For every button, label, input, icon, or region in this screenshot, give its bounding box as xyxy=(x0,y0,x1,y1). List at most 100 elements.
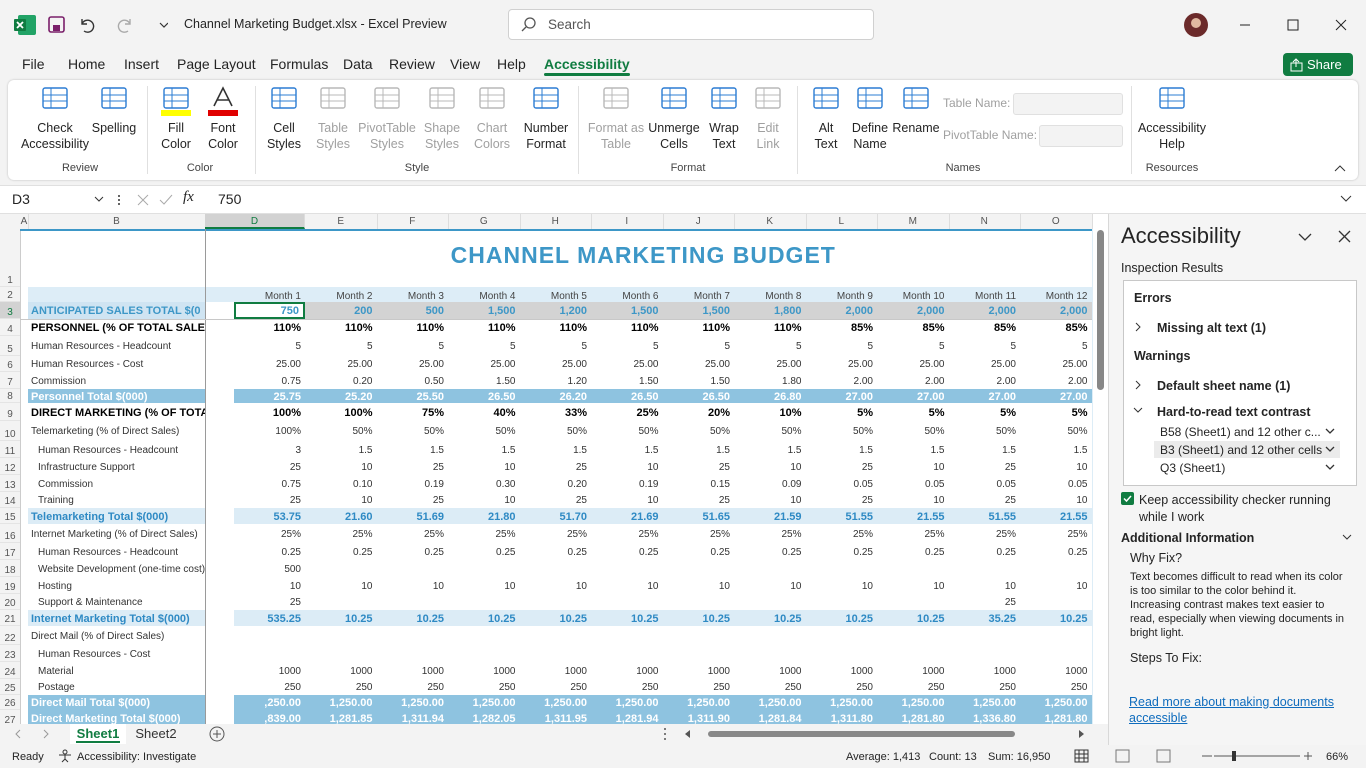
cell[interactable] xyxy=(877,594,949,610)
cell[interactable] xyxy=(377,560,449,577)
cell[interactable]: 51.55 xyxy=(845,511,873,523)
cell[interactable]: 1000 xyxy=(922,666,945,677)
menu-tab[interactable]: Data xyxy=(343,56,373,72)
cell[interactable]: 10 xyxy=(933,462,945,473)
cell[interactable]: 25.75 xyxy=(273,391,301,403)
cell[interactable]: 25% xyxy=(352,529,373,540)
cell[interactable] xyxy=(734,645,806,662)
cell[interactable] xyxy=(448,560,520,577)
vertical-scrollbar[interactable] xyxy=(1096,218,1106,723)
cell[interactable]: 1,281.94 xyxy=(615,713,659,725)
cell[interactable]: 110% xyxy=(630,322,659,334)
cell[interactable]: 25% xyxy=(423,529,444,540)
cell[interactable]: 21.59 xyxy=(773,511,802,523)
cell[interactable]: 26.20 xyxy=(559,391,587,403)
cell[interactable]: 1,200 xyxy=(559,305,587,317)
menu-tab[interactable]: Formulas xyxy=(270,56,329,72)
cell[interactable]: 1,281.85 xyxy=(329,713,373,725)
cell[interactable]: 0.19 xyxy=(639,479,659,490)
cell[interactable]: 5 xyxy=(1081,341,1088,352)
cell[interactable]: 100% xyxy=(272,407,301,419)
cell[interactable]: 5% xyxy=(928,407,945,419)
cell[interactable]: 25 xyxy=(861,495,873,506)
cell[interactable]: 2,000 xyxy=(1059,305,1088,317)
cell[interactable]: 250 xyxy=(498,682,516,693)
cell[interactable]: 1,250.00 xyxy=(615,697,659,709)
cell[interactable]: 25 xyxy=(289,597,301,608)
cell[interactable]: 51.69 xyxy=(416,511,444,523)
cell[interactable]: 1,311.90 xyxy=(687,713,730,725)
menu-tab[interactable]: Insert xyxy=(124,56,160,72)
user-avatar[interactable] xyxy=(1184,13,1208,37)
cell[interactable] xyxy=(806,626,878,645)
cell[interactable] xyxy=(663,626,735,645)
ribbon-button[interactable]: Alt Text xyxy=(786,84,866,156)
cell[interactable]: 10 xyxy=(1004,581,1016,592)
cell[interactable]: 1000 xyxy=(278,666,301,677)
cell[interactable]: 1.5 xyxy=(716,445,730,456)
cell[interactable]: 250 xyxy=(713,682,730,693)
cell[interactable] xyxy=(734,594,806,610)
cell[interactable] xyxy=(377,594,449,610)
cell[interactable]: 110% xyxy=(559,322,587,334)
cell[interactable]: 33% xyxy=(564,407,587,419)
cell[interactable]: 10.25 xyxy=(1059,613,1088,625)
cell[interactable]: 0.75 xyxy=(281,376,301,387)
cell[interactable]: 3 xyxy=(295,445,301,456)
cell[interactable]: 25.00 xyxy=(919,359,945,370)
cell[interactable]: 25.20 xyxy=(344,391,373,403)
cell[interactable]: 5 xyxy=(509,341,516,352)
cell[interactable]: 21.80 xyxy=(487,511,516,523)
cell[interactable]: 2,000 xyxy=(916,305,945,317)
cell[interactable]: 25 xyxy=(1004,495,1016,506)
search-box[interactable]: Search xyxy=(508,9,874,40)
cell[interactable]: 50% xyxy=(781,426,802,437)
cell[interactable]: 100% xyxy=(275,426,301,437)
cell[interactable]: 5% xyxy=(857,407,873,419)
cell[interactable]: 50% xyxy=(709,426,730,437)
cell[interactable] xyxy=(234,626,306,645)
ribbon-button[interactable]: Cell Styles xyxy=(244,84,324,156)
cell[interactable] xyxy=(520,594,592,610)
cell[interactable]: 10 xyxy=(504,581,516,592)
cell[interactable]: 10.25 xyxy=(559,613,587,625)
cell[interactable]: 1,311.80 xyxy=(830,713,873,725)
cell[interactable]: 1000 xyxy=(493,666,516,677)
menu-tab[interactable]: View xyxy=(450,56,481,72)
cell[interactable]: 1.80 xyxy=(782,376,802,387)
cell[interactable] xyxy=(806,594,878,610)
cell[interactable]: 10 xyxy=(647,581,659,592)
warning-item[interactable]: Hard-to-read text contrast xyxy=(1157,405,1311,419)
cell[interactable]: 1000 xyxy=(350,666,373,677)
cell[interactable]: 0.25 xyxy=(496,547,516,558)
zoom-level[interactable]: 66% xyxy=(1326,751,1349,763)
cell[interactable]: 1,250.00 xyxy=(401,697,444,709)
cell[interactable]: 0.25 xyxy=(639,547,659,558)
sheet-tab[interactable]: Sheet2 xyxy=(135,726,177,741)
cell[interactable]: 25% xyxy=(495,529,516,540)
contrast-item-selected[interactable]: B3 (Sheet1) and 12 other cells xyxy=(1154,441,1340,458)
item-arrows[interactable] xyxy=(1325,428,1335,476)
cell[interactable]: 25.00 xyxy=(633,359,659,370)
cell[interactable]: 0.25 xyxy=(1068,547,1088,558)
cell[interactable]: 1,250.00 xyxy=(329,697,373,709)
selected-cell[interactable]: 750 xyxy=(233,302,305,319)
cell[interactable]: 1,250.00 xyxy=(1044,697,1088,709)
ribbon-button[interactable]: Number Format xyxy=(506,84,586,156)
cell[interactable]: 1,250.00 xyxy=(687,697,730,709)
cell[interactable]: 51.65 xyxy=(702,511,730,523)
cell[interactable]: 110% xyxy=(273,322,301,334)
cell[interactable]: 2.00 xyxy=(853,376,873,387)
cell[interactable]: 51.55 xyxy=(988,511,1016,523)
cell[interactable]: 200 xyxy=(354,305,373,317)
cell[interactable]: 10 xyxy=(933,495,945,506)
cell[interactable]: 25 xyxy=(432,462,444,473)
cell[interactable]: 5 xyxy=(938,341,945,352)
cell[interactable]: 50% xyxy=(638,426,659,437)
cell[interactable]: 25 xyxy=(1004,597,1016,608)
cell[interactable]: 85% xyxy=(922,322,945,334)
ribbon-button[interactable]: Check Accessibility xyxy=(15,84,95,156)
cell[interactable]: 5 xyxy=(867,341,873,352)
cell[interactable] xyxy=(734,626,806,645)
cell[interactable]: 1000 xyxy=(564,666,587,677)
